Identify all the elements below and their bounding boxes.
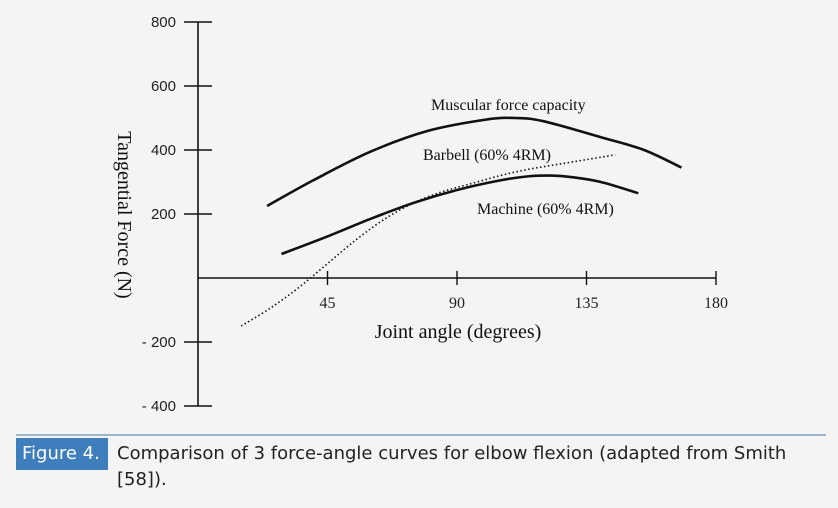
series-label: Barbell (60% 4RM) (423, 147, 551, 164)
x-tick-label: 135 (575, 295, 599, 312)
figure-label: Figure 4. (16, 438, 108, 470)
y-axis-title: Tangential Force (N) (113, 131, 135, 298)
series-label: Muscular force capacity (431, 97, 586, 114)
caption-text: Comparison of 3 force-angle curves for e… (117, 443, 787, 490)
y-tick-label: 200 (151, 206, 176, 223)
y-tick-label: - 400 (142, 398, 176, 415)
y-tick-label: 400 (151, 142, 176, 159)
x-tick-label: 45 (320, 295, 336, 312)
y-tick-label: - 200 (142, 334, 176, 351)
series-label: Machine (60% 4RM) (477, 201, 614, 218)
y-tick-label: 800 (151, 14, 176, 31)
barbell-curve (240, 154, 616, 327)
x-tick-label: 90 (449, 295, 465, 312)
x-axis-title: Joint angle (degrees) (375, 321, 542, 343)
figure-caption: Figure 4. Comparison of 3 force-angle cu… (16, 434, 826, 502)
muscular-force-curve (266, 116, 683, 208)
machine-curve (280, 174, 639, 256)
x-tick-label: 180 (704, 295, 728, 312)
force-angle-chart: 800 600 400 200 - 200 - 400 45 90 135 180 Joint an… (113, 14, 728, 415)
y-tick-label: 600 (151, 78, 176, 95)
